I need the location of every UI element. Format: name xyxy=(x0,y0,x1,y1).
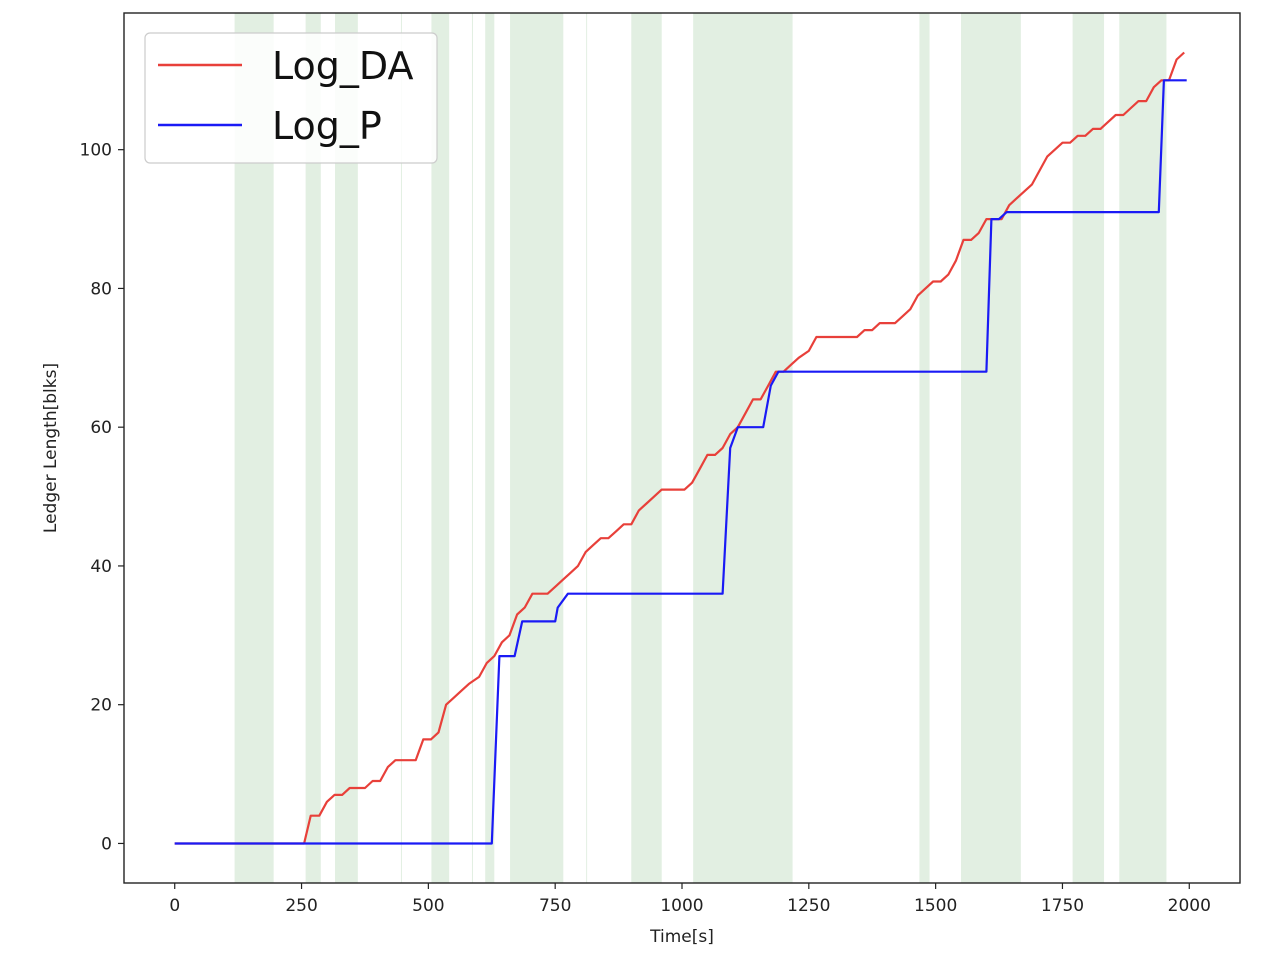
x-tick-label: 0 xyxy=(169,896,180,916)
shaded-band-2 xyxy=(305,13,321,883)
shaded-band-15 xyxy=(1119,13,1167,883)
y-tick-label: 40 xyxy=(90,557,112,577)
plot-lines xyxy=(174,51,1187,845)
shaded-band-4 xyxy=(400,13,402,883)
shaded-band-9 xyxy=(586,13,588,883)
x-tick-label: 250 xyxy=(285,896,317,916)
x-tick-label: 750 xyxy=(539,896,571,916)
y-tick-label: 100 xyxy=(80,141,112,161)
y-tick-label: 60 xyxy=(90,418,112,438)
legend: Log_DA Log_P xyxy=(144,32,438,164)
shaded-band-8 xyxy=(510,13,564,883)
shaded-band-12 xyxy=(919,13,930,883)
x-axis-label: Time[s] xyxy=(649,927,714,947)
x-tick-label: 500 xyxy=(412,896,444,916)
y-axis-label: Ledger Length[blks] xyxy=(41,363,61,533)
shaded-band-5 xyxy=(431,13,450,883)
x-tick-label: 1250 xyxy=(787,896,830,916)
y-tick-label: 20 xyxy=(90,696,112,716)
legend-label-log-da: Log_DA xyxy=(272,44,413,88)
x-axis: 0 250 500 750 1000 1250 1500 1750 2000 xyxy=(169,883,1211,916)
shaded-band-11 xyxy=(693,13,793,883)
x-tick-label: 1500 xyxy=(914,896,957,916)
y-tick-label: 80 xyxy=(90,279,112,299)
shaded-band-6 xyxy=(471,13,473,883)
y-axis: 0 20 40 60 80 100 xyxy=(80,141,124,854)
shaded-band-13 xyxy=(961,13,1021,883)
shaded-band-14 xyxy=(1072,13,1105,883)
series-line-log-p xyxy=(174,79,1187,845)
shaded-band-7 xyxy=(485,13,495,883)
shaded-band-10 xyxy=(631,13,662,883)
shaded-band-3 xyxy=(335,13,358,883)
x-tick-label: 2000 xyxy=(1168,896,1211,916)
x-tick-label: 1000 xyxy=(660,896,703,916)
y-tick-label: 0 xyxy=(101,834,112,854)
legend-label-log-p: Log_P xyxy=(272,104,382,148)
x-tick-label: 1750 xyxy=(1041,896,1084,916)
